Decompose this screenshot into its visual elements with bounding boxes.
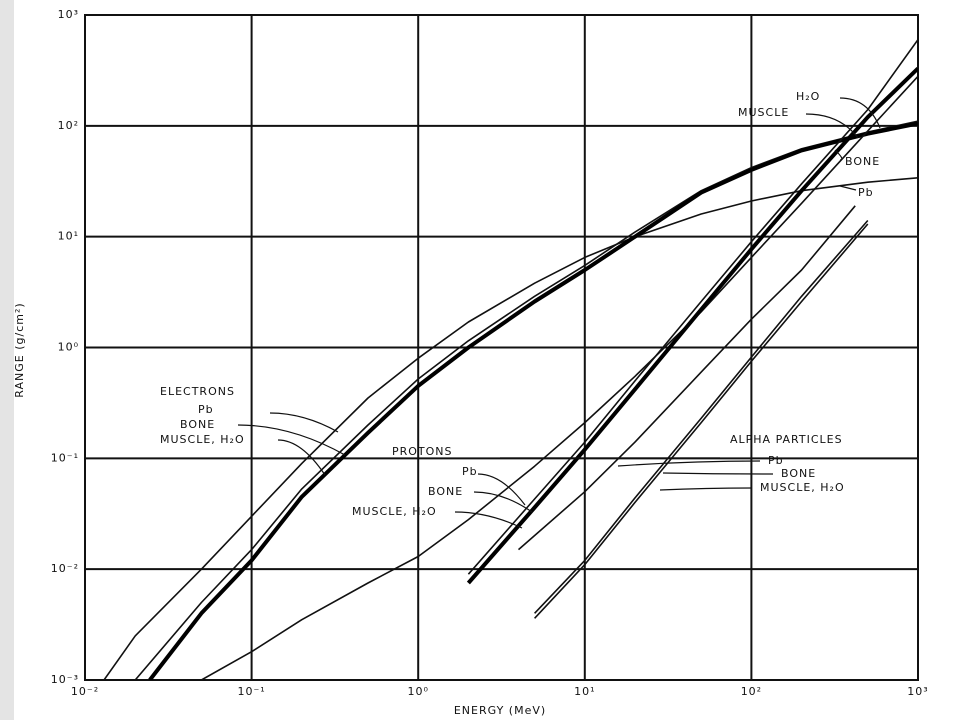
series-label: Pb — [462, 465, 478, 478]
plot-frame — [84, 14, 919, 681]
leader — [473, 491, 533, 513]
range-curve — [103, 177, 918, 680]
leader — [477, 473, 526, 506]
group-label: ELECTRONS — [160, 385, 235, 398]
range-curve — [201, 75, 918, 680]
y-tick-label: 10⁻³ — [51, 673, 79, 686]
leader — [617, 460, 761, 467]
annotation: Pb — [858, 186, 874, 199]
series-label: Pb — [768, 454, 784, 467]
range-curve — [517, 205, 856, 551]
x-tick-label: 10⁰ — [407, 685, 428, 698]
leader — [805, 113, 859, 139]
y-tick-label: 10⁰ — [58, 341, 79, 354]
annotation: MUSCLE — [738, 106, 789, 119]
range-curve — [466, 66, 918, 585]
leader — [269, 412, 339, 433]
range-curve — [534, 223, 869, 619]
annotation: H₂O — [796, 90, 820, 103]
group-label: PROTONS — [392, 445, 453, 458]
x-tick-label: 10⁻² — [71, 685, 99, 698]
x-tick-label: 10⁻¹ — [237, 685, 265, 698]
range-curve — [467, 39, 918, 575]
leader — [237, 424, 346, 456]
series-label: Pb — [198, 403, 214, 416]
annotation: BONE — [845, 155, 880, 168]
leader — [659, 487, 753, 491]
x-tick-label: 10¹ — [574, 685, 595, 698]
leader — [834, 149, 843, 161]
series-label: BONE — [180, 418, 215, 431]
leader — [839, 185, 857, 191]
y-tick-label: 10¹ — [58, 230, 79, 243]
series-label: MUSCLE, H₂O — [352, 505, 437, 518]
y-axis-label: RANGE (g/cm²) — [13, 302, 26, 397]
series-label: BONE — [428, 485, 463, 498]
y-tick-label: 10³ — [58, 8, 79, 21]
y-tick-label: 10⁻¹ — [51, 451, 79, 464]
y-tick-label: 10⁻² — [51, 562, 79, 575]
leader — [454, 511, 523, 529]
range-curve — [534, 219, 869, 614]
series-label: BONE — [781, 467, 816, 480]
leader — [277, 439, 326, 476]
leader — [839, 97, 881, 129]
x-axis-label: ENERGY (MeV) — [454, 704, 546, 717]
scan-edge — [0, 0, 14, 720]
range-curve — [148, 121, 918, 680]
group-label: ALPHA PARTICLES — [730, 433, 843, 446]
series-label: MUSCLE, H₂O — [760, 481, 845, 494]
series-label: MUSCLE, H₂O — [160, 433, 245, 446]
x-tick-label: 10³ — [907, 685, 928, 698]
y-tick-label: 10² — [58, 119, 79, 132]
leader — [662, 472, 774, 475]
x-tick-label: 10² — [741, 685, 762, 698]
